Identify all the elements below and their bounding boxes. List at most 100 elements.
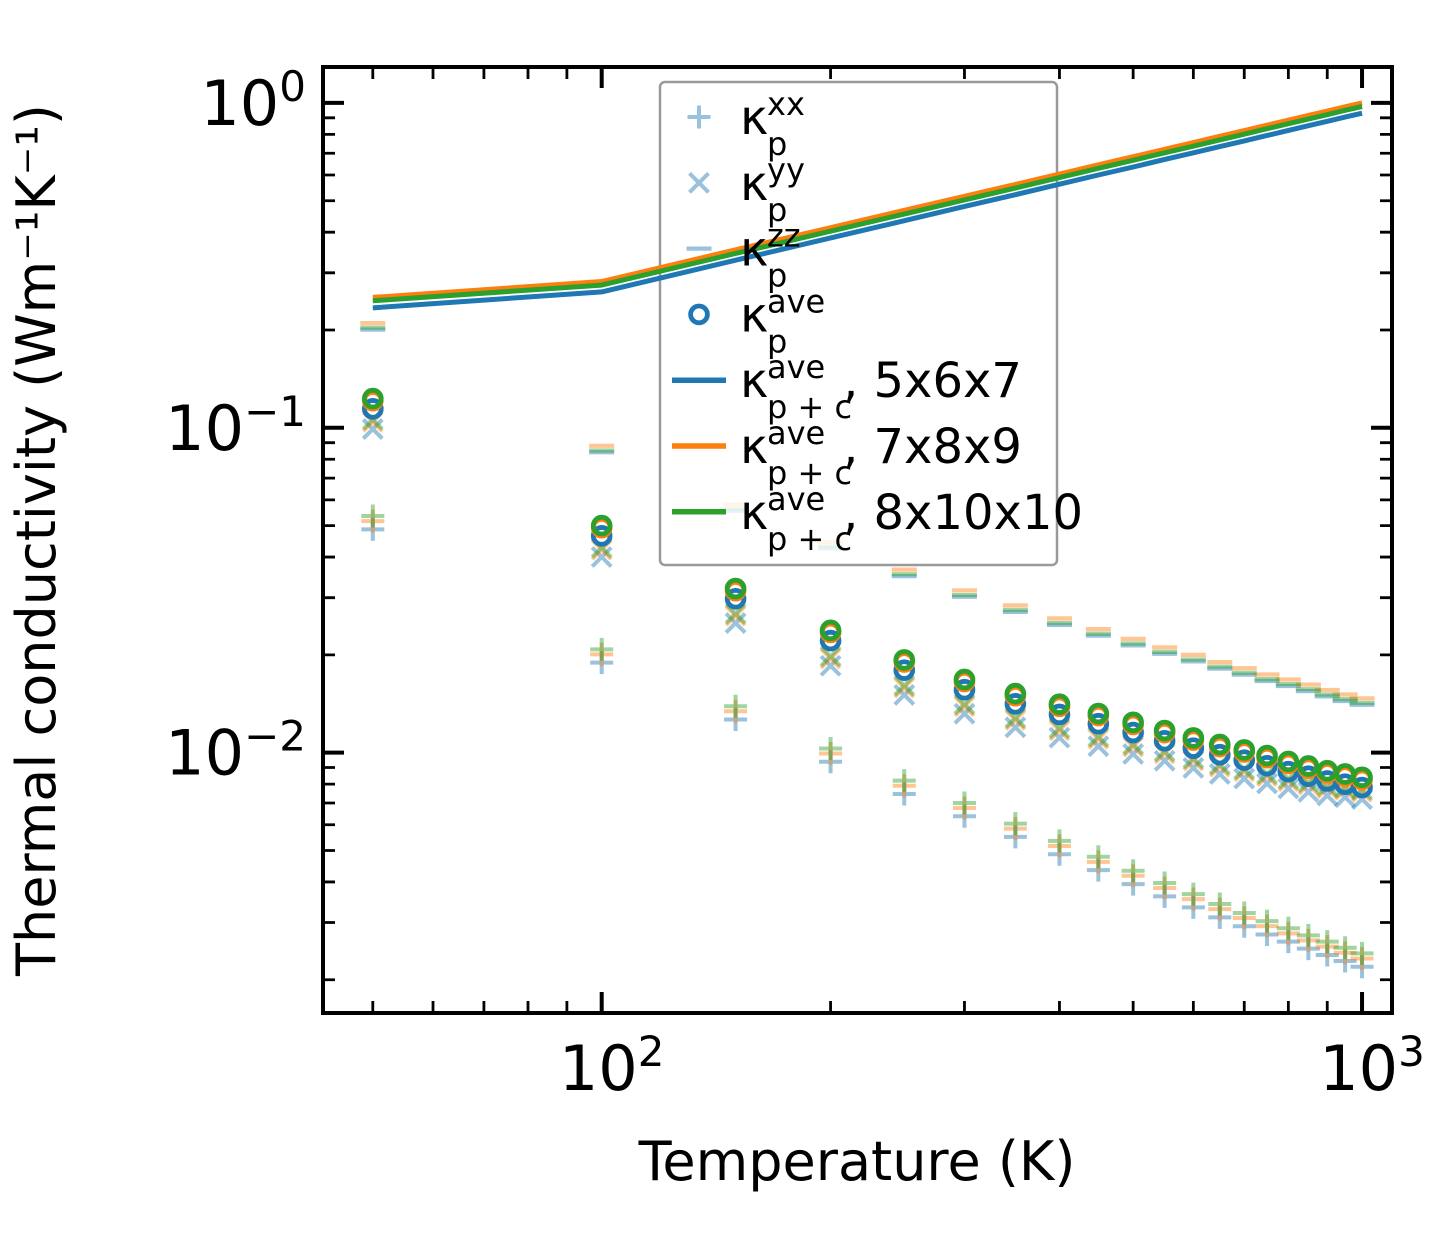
marker-kappa_p_yy-8x10x10 <box>893 674 916 697</box>
marker-kappa_p_ave-8x10x10 <box>1048 693 1071 715</box>
marker-kappa_p_ave-8x10x10 <box>893 649 916 671</box>
marker-kappa_p_yy-7x8x9 <box>953 695 976 718</box>
line-layer <box>372 100 1363 311</box>
marker-kappa_p_xx-8x10x10 <box>1047 829 1071 853</box>
marker-kappa_p_xx-8x10x10 <box>1181 882 1205 906</box>
marker-kappa_p_xx-5x6x7 <box>590 651 614 675</box>
marker-kappa_p_xx-8x10x10 <box>1276 916 1300 940</box>
marker-kappa_p_yy-5x6x7 <box>1182 756 1205 779</box>
marker-kappa_p_xx-5x6x7 <box>1153 884 1177 908</box>
marker-kappa_p_xx-5x6x7 <box>1296 937 1320 961</box>
x-tick-label: 103 <box>1319 1027 1425 1105</box>
marker-kappa_p_xx-7x8x9 <box>1153 876 1177 900</box>
marker-kappa_p_ave-5x6x7 <box>1048 703 1071 726</box>
marker-kappa_p_ave-5x6x7 <box>590 525 613 547</box>
marker-kappa_p_xx-5x6x7 <box>1276 930 1300 954</box>
marker-kappa_p_xx-8x10x10 <box>892 769 916 793</box>
marker-kappa_p_yy-8x10x10 <box>819 645 842 668</box>
marker-kappa_p_yy-5x6x7 <box>1004 716 1027 739</box>
marker-kappa_p_ave-5x6x7 <box>1153 729 1176 752</box>
marker-kappa_p_yy-5x6x7 <box>1087 735 1110 758</box>
legend-sample-xx-p <box>687 105 711 129</box>
marker-kappa_p_yy-5x6x7 <box>1048 726 1071 749</box>
marker-kappa_p_xx-5x6x7 <box>1208 905 1232 929</box>
marker-kappa_p_xx-7x8x9 <box>1255 914 1279 938</box>
marker-kappa_p_xx-8x10x10 <box>952 791 976 815</box>
marker-kappa_p_ave-8x10x10 <box>362 387 384 410</box>
marker-kappa_p_yy-5x6x7 <box>893 684 916 706</box>
marker-kappa_p_ave-8x10x10 <box>819 619 842 642</box>
marker-kappa_p_xx-5x6x7 <box>1181 895 1205 919</box>
marker-kappa_p_xx-8x10x10 <box>724 694 748 718</box>
marker-kappa_p_yy-7x8x9 <box>1048 719 1071 742</box>
marker-kappa_p_xx-8x10x10 <box>1121 859 1145 883</box>
marker-kappa_p_xx-5x6x7 <box>1350 955 1374 979</box>
marker-kappa_p_xx-7x8x9 <box>1296 928 1320 952</box>
scatter-layer <box>360 321 1375 979</box>
line-8x10x10 <box>372 104 1363 304</box>
marker-kappa_p_xx-7x8x9 <box>1333 941 1357 965</box>
marker-kappa_p_ave-5x6x7 <box>893 659 916 681</box>
marker-kappa_p_yy-5x6x7 <box>724 612 747 634</box>
marker-kappa_p_xx-7x8x9 <box>361 509 385 533</box>
marker-kappa_p_xx-7x8x9 <box>1350 946 1374 970</box>
marker-kappa_p_xx-8x10x10 <box>1086 845 1110 869</box>
marker-kappa_p_ave-5x6x7 <box>819 629 842 652</box>
marker-kappa_p_xx-8x10x10 <box>1296 923 1320 947</box>
marker-kappa_p_xx-7x8x9 <box>1208 897 1232 921</box>
marker-kappa_p_ave-5x6x7 <box>1004 693 1027 715</box>
x-tick-label: 102 <box>559 1027 665 1105</box>
x-axis-label: Temperature (K) <box>638 1130 1076 1193</box>
marker-kappa_p_ave-5x6x7 <box>1277 760 1300 783</box>
marker-kappa_p_xx-7x8x9 <box>892 774 916 798</box>
axes-layer: 102 103 100 10−1 10−2 <box>165 62 1425 1105</box>
marker-kappa_p_xx-8x10x10 <box>1333 936 1357 960</box>
marker-kappa_p_ave-8x10x10 <box>1277 750 1300 773</box>
marker-kappa_p_yy-7x8x9 <box>724 604 747 627</box>
y-tick-label: 100 <box>200 62 306 140</box>
marker-kappa_p_ave-8x10x10 <box>1208 733 1231 756</box>
plot-border <box>321 65 1394 1015</box>
marker-kappa_p_xx-7x8x9 <box>1232 906 1256 930</box>
marker-kappa_p_ave-5x6x7 <box>1297 765 1320 788</box>
marker-kappa_p_ave-5x6x7 <box>724 587 747 610</box>
marker-kappa_p_xx-7x8x9 <box>819 742 843 766</box>
marker-kappa_p_yy-7x8x9 <box>1004 709 1027 731</box>
marker-kappa_p_ave-8x10x10 <box>1297 755 1320 777</box>
marker-kappa_p_xx-8x10x10 <box>1153 871 1177 895</box>
marker-kappa_p_yy-7x8x9 <box>819 647 842 670</box>
marker-kappa_p_ave-8x10x10 <box>1153 719 1176 742</box>
marker-kappa_p_yy-5x6x7 <box>361 418 384 440</box>
marker-kappa_p_xx-8x10x10 <box>1315 930 1339 954</box>
marker-kappa_p_yy-5x6x7 <box>1122 743 1145 765</box>
legend-sample-ave-p <box>688 303 710 326</box>
marker-kappa_p_yy-5x6x7 <box>1153 749 1176 772</box>
marker-kappa_p_xx-8x10x10 <box>361 504 385 528</box>
y-tick-label: 10−2 <box>165 712 306 790</box>
marker-kappa_p_ave-5x6x7 <box>1087 712 1110 735</box>
marker-kappa_p_xx-5x6x7 <box>1232 914 1256 938</box>
marker-kappa_p_xx-5x6x7 <box>892 782 916 806</box>
marker-kappa_p_ave-8x10x10 <box>1004 682 1027 705</box>
marker-kappa_p_xx-7x8x9 <box>1181 887 1205 911</box>
marker-kappa_p_xx-7x8x9 <box>590 642 614 666</box>
marker-kappa_p_ave-8x10x10 <box>953 668 976 691</box>
marker-kappa_p_yy-5x6x7 <box>1233 767 1256 790</box>
marker-kappa_p_ave-5x6x7 <box>1351 776 1373 799</box>
marker-kappa_p_yy-7x8x9 <box>893 676 916 699</box>
legend-sample-yy-p <box>688 171 710 194</box>
marker-kappa_p_ave-8x10x10 <box>1122 711 1144 734</box>
y-axis-label: Thermal conductivity (Wm⁻¹K⁻¹) <box>5 104 68 977</box>
marker-kappa_p_xx-8x10x10 <box>1208 892 1232 916</box>
marker-kappa_p_ave-8x10x10 <box>1087 702 1110 725</box>
marker-kappa_p_ave-8x10x10 <box>1256 744 1278 767</box>
marker-kappa_p_xx-8x10x10 <box>1003 812 1027 836</box>
marker-kappa_p_yy-5x6x7 <box>953 702 976 725</box>
marker-kappa_p_xx-8x10x10 <box>1350 941 1374 965</box>
marker-kappa_p_yy-5x6x7 <box>1208 763 1231 785</box>
marker-kappa_p_xx-8x10x10 <box>1255 909 1279 933</box>
marker-kappa_p_xx-7x8x9 <box>1003 817 1027 841</box>
